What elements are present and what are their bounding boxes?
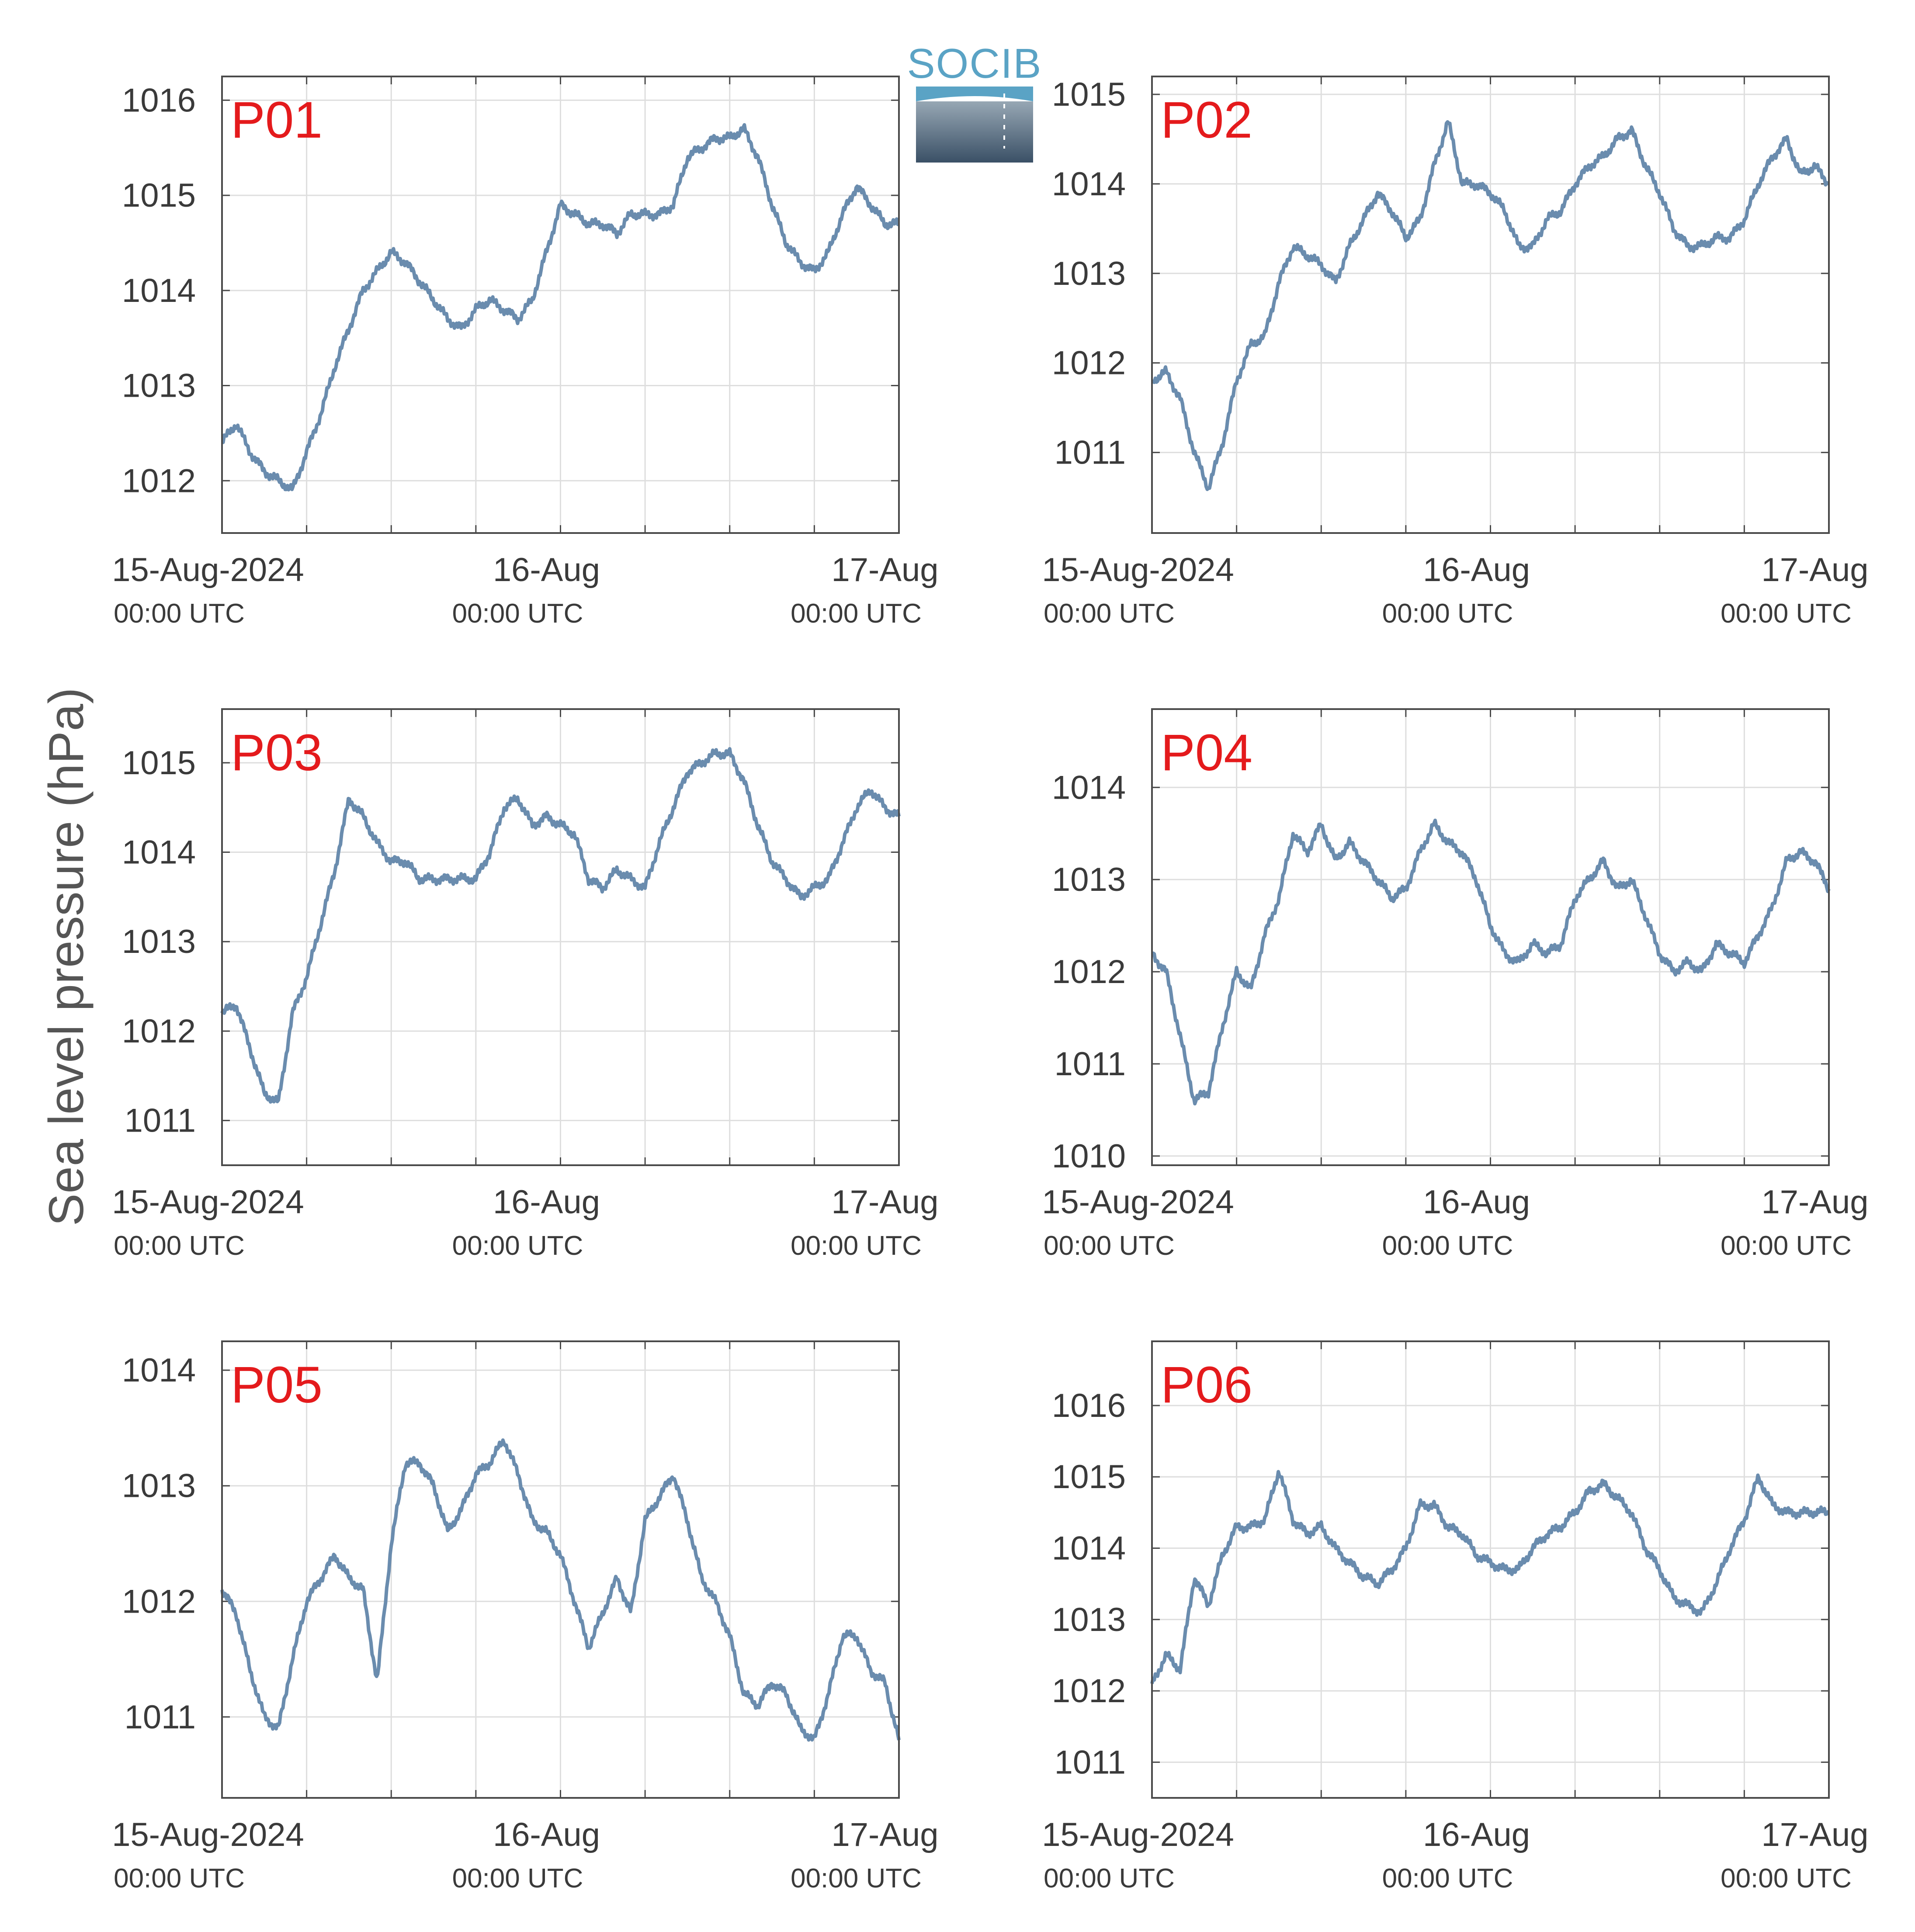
chart-panel-p04: 1010 1011 1012 1013 1014 15-Aug-2024 00:00 UTC… xyxy=(1042,708,1869,1261)
x-tick-label: 16-Aug xyxy=(1423,551,1530,589)
x-tick-label: 17-Aug xyxy=(1761,551,1868,589)
x-tick-label: 16-Aug xyxy=(493,1816,600,1853)
x-tick-sublabel: 00:00 UTC xyxy=(1721,599,1852,629)
series-line xyxy=(220,1438,901,1742)
axes-frame xyxy=(1151,1340,1830,1799)
series-line xyxy=(1151,120,1830,491)
y-tick-label: 1015 xyxy=(1052,76,1126,113)
axes-frame xyxy=(221,1340,900,1799)
y-tick-label: 1012 xyxy=(122,1013,196,1050)
socib-logo: SOCIB xyxy=(907,40,1042,163)
x-tick-label: 16-Aug xyxy=(1423,1816,1530,1853)
x-tick-sublabel: 00:00 UTC xyxy=(791,599,922,629)
y-tick-label: 1011 xyxy=(1055,1744,1126,1781)
y-tick-label: 1015 xyxy=(1052,1458,1126,1496)
series-line xyxy=(221,123,900,492)
y-tick-label: 1013 xyxy=(1052,255,1126,292)
y-tick-label: 1011 xyxy=(1055,1046,1126,1083)
y-tick-label: 1015 xyxy=(122,177,196,214)
y-tick-label: 1016 xyxy=(122,82,196,119)
chart-panel-p06: 1011 1012 1013 1014 1015 1016 15-Aug-2024 00:00… xyxy=(1042,1340,1869,1894)
x-tick-label: 15-Aug-2024 xyxy=(112,1816,304,1853)
x-tick-sublabel: 00:00 UTC xyxy=(452,1231,583,1261)
panel-label: P06 xyxy=(1161,1356,1252,1414)
y-tick-label: 1012 xyxy=(122,1583,196,1620)
x-tick-label: 17-Aug xyxy=(831,1816,938,1853)
x-tick-label: 16-Aug xyxy=(493,1184,600,1221)
series-line xyxy=(220,747,901,1104)
x-tick-label: 15-Aug-2024 xyxy=(1042,1184,1234,1221)
x-tick-sublabel: 00:00 UTC xyxy=(114,599,245,629)
x-tick-label: 15-Aug-2024 xyxy=(1042,1816,1234,1853)
x-tick-label: 15-Aug-2024 xyxy=(1042,551,1234,589)
x-tick-label: 15-Aug-2024 xyxy=(112,1184,304,1221)
panel-label: P01 xyxy=(231,91,323,149)
y-tick-label: 1016 xyxy=(1052,1387,1126,1424)
panel-label: P05 xyxy=(231,1356,323,1414)
x-tick-label: 17-Aug xyxy=(1761,1816,1868,1853)
y-axis-label: Sea level pressure (hPa) xyxy=(39,688,94,1226)
axes-frame xyxy=(221,708,900,1166)
x-tick-sublabel: 00:00 UTC xyxy=(452,1863,583,1894)
x-tick-sublabel: 00:00 UTC xyxy=(1382,1863,1513,1894)
x-tick-label: 17-Aug xyxy=(1761,1184,1868,1221)
axes-frame xyxy=(221,76,900,534)
panel-label: P04 xyxy=(1161,724,1252,782)
y-tick-label: 1013 xyxy=(122,1468,196,1505)
x-tick-label: 15-Aug-2024 xyxy=(112,551,304,589)
y-tick-label: 1012 xyxy=(122,462,196,499)
y-tick-label: 1013 xyxy=(122,923,196,960)
y-tick-label: 1013 xyxy=(1052,1601,1126,1638)
chart-panel-p05: 1011 1012 1013 1014 15-Aug-2024 00:00 UTC 16-A… xyxy=(112,1340,939,1894)
x-tick-sublabel: 00:00 UTC xyxy=(1044,599,1175,629)
x-tick-sublabel: 00:00 UTC xyxy=(1721,1231,1852,1261)
y-tick-label: 1014 xyxy=(122,834,196,871)
y-tick-label: 1015 xyxy=(122,744,196,782)
panel-label: P02 xyxy=(1161,91,1252,149)
x-tick-sublabel: 00:00 UTC xyxy=(1044,1231,1175,1261)
y-tick-label: 1011 xyxy=(1055,434,1126,471)
axes-frame xyxy=(1151,76,1830,534)
x-tick-sublabel: 00:00 UTC xyxy=(1382,1231,1513,1261)
series-line xyxy=(1150,1470,1830,1684)
x-tick-sublabel: 00:00 UTC xyxy=(114,1231,245,1261)
x-tick-sublabel: 00:00 UTC xyxy=(114,1863,245,1894)
y-tick-label: 1013 xyxy=(122,367,196,405)
y-tick-label: 1014 xyxy=(122,1352,196,1389)
axes-frame xyxy=(1151,708,1830,1166)
x-tick-sublabel: 00:00 UTC xyxy=(791,1231,922,1261)
y-tick-label: 1014 xyxy=(1052,1530,1126,1567)
y-tick-label: 1012 xyxy=(1052,1672,1126,1710)
x-tick-label: 16-Aug xyxy=(493,551,600,589)
chart-panel-p02: 1011 1012 1013 1014 1015 15-Aug-2024 00:00 UTC… xyxy=(1042,76,1869,629)
x-tick-sublabel: 00:00 UTC xyxy=(791,1863,922,1894)
y-tick-label: 1013 xyxy=(1052,861,1126,898)
y-tick-label: 1011 xyxy=(125,1102,196,1139)
panel-label: P03 xyxy=(231,724,323,782)
chart-panel-p03: 1011 1012 1013 1014 1015 15-Aug-2024 00:00 UTC… xyxy=(112,708,939,1261)
chart-panel-p01: 1012 1013 1014 1015 1016 15-Aug-2024 00:00 UTC… xyxy=(112,76,939,629)
y-tick-label: 1011 xyxy=(125,1699,196,1736)
x-tick-sublabel: 00:00 UTC xyxy=(1382,599,1513,629)
x-tick-label: 17-Aug xyxy=(831,1184,938,1221)
y-tick-label: 1014 xyxy=(1052,166,1126,203)
y-tick-label: 1012 xyxy=(1052,345,1126,382)
x-tick-sublabel: 00:00 UTC xyxy=(1044,1863,1175,1894)
x-tick-sublabel: 00:00 UTC xyxy=(452,599,583,629)
y-tick-label: 1014 xyxy=(122,272,196,309)
logo-wordmark: SOCIB xyxy=(907,40,1042,87)
x-tick-label: 17-Aug xyxy=(831,551,938,589)
y-tick-label: 1010 xyxy=(1052,1138,1126,1175)
y-tick-label: 1014 xyxy=(1052,769,1126,806)
y-tick-label: 1012 xyxy=(1052,953,1126,990)
x-tick-sublabel: 00:00 UTC xyxy=(1721,1863,1852,1894)
x-tick-label: 16-Aug xyxy=(1423,1184,1530,1221)
series-line xyxy=(1151,818,1831,1106)
